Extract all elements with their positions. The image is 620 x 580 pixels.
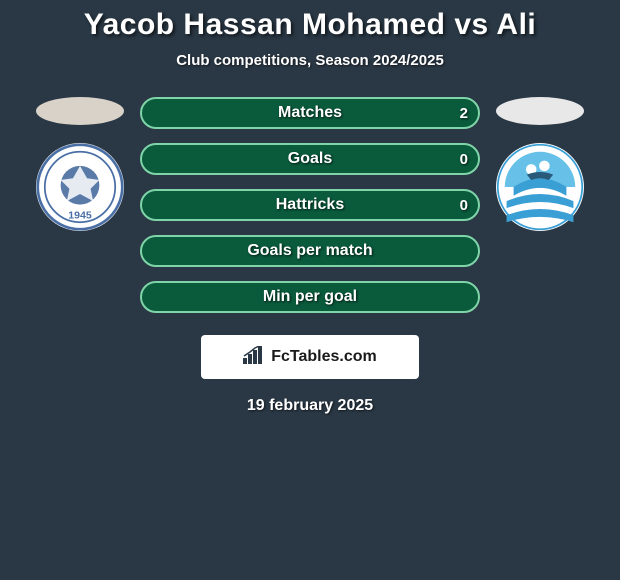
stat-label: Min per goal bbox=[142, 283, 478, 311]
stat-value-right: 0 bbox=[460, 191, 468, 219]
date-label: 19 february 2025 bbox=[0, 397, 620, 415]
main-row: 1945 Matches2Goals0Hattricks0Goals per m… bbox=[0, 97, 620, 313]
stat-bar: Goals per match bbox=[140, 235, 480, 267]
stat-label: Goals bbox=[142, 145, 478, 173]
stat-label: Goals per match bbox=[142, 237, 478, 265]
left-badge-svg: 1945 bbox=[36, 143, 124, 231]
stat-value-right: 2 bbox=[460, 99, 468, 127]
stat-value-right: 0 bbox=[460, 145, 468, 173]
stat-bar: Hattricks0 bbox=[140, 189, 480, 221]
page-title: Yacob Hassan Mohamed vs Ali bbox=[0, 8, 620, 42]
chart-icon bbox=[243, 346, 265, 369]
right-player-oval bbox=[496, 97, 584, 125]
brand-text: FcTables.com bbox=[271, 348, 377, 366]
right-club-badge-icon bbox=[496, 143, 584, 231]
brand-footer[interactable]: FcTables.com bbox=[201, 335, 419, 379]
left-player-oval bbox=[36, 97, 124, 125]
left-player-column: 1945 bbox=[30, 97, 130, 231]
right-player-column bbox=[490, 97, 590, 231]
stat-label: Hattricks bbox=[142, 191, 478, 219]
stat-bar: Goals0 bbox=[140, 143, 480, 175]
stat-label: Matches bbox=[142, 99, 478, 127]
right-badge-svg bbox=[496, 143, 584, 231]
stat-bar: Matches2 bbox=[140, 97, 480, 129]
left-badge-year: 1945 bbox=[68, 210, 92, 222]
stat-bar: Min per goal bbox=[140, 281, 480, 313]
stat-bars: Matches2Goals0Hattricks0Goals per matchM… bbox=[140, 97, 480, 313]
comparison-card: Yacob Hassan Mohamed vs Ali Club competi… bbox=[0, 0, 620, 415]
left-club-badge-icon: 1945 bbox=[36, 143, 124, 231]
page-subtitle: Club competitions, Season 2024/2025 bbox=[0, 52, 620, 69]
